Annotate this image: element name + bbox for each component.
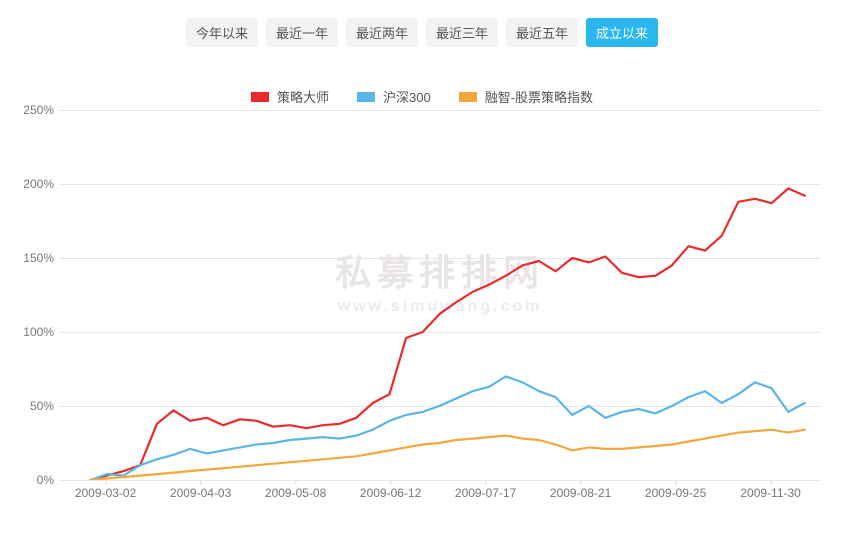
- series-line-1: [90, 376, 804, 480]
- x-tick-mark: [676, 480, 677, 485]
- x-tick-label: 2009-11-30: [740, 486, 801, 500]
- chart-legend: 策略大师 沪深300 融智-股票策略指数: [0, 87, 844, 106]
- x-tick-label: 2009-08-21: [550, 486, 611, 500]
- tab-1[interactable]: 最近一年: [266, 18, 338, 47]
- chart-area: 0%50%100%150%200%250% 私募排排网 www.simuwang…: [60, 110, 824, 508]
- legend-item-0[interactable]: 策略大师: [251, 87, 329, 106]
- tab-2[interactable]: 最近两年: [346, 18, 418, 47]
- y-tick-label: 100%: [23, 325, 54, 339]
- y-tick-label: 250%: [23, 103, 54, 117]
- series-svg: [60, 110, 820, 480]
- legend-swatch: [459, 92, 477, 102]
- y-axis-labels: 0%50%100%150%200%250%: [10, 110, 54, 480]
- series-line-0: [90, 188, 804, 480]
- x-tick-mark: [486, 480, 487, 485]
- x-tick-label: 2009-06-12: [360, 486, 421, 500]
- series-line-2: [90, 430, 804, 480]
- y-tick-label: 50%: [30, 399, 54, 413]
- y-tick-label: 200%: [23, 177, 54, 191]
- gridline: [60, 480, 820, 481]
- tab-0[interactable]: 今年以来: [186, 18, 258, 47]
- legend-label: 沪深300: [383, 87, 431, 106]
- legend-label: 策略大师: [277, 87, 329, 106]
- x-tick-label: 2009-07-17: [455, 486, 516, 500]
- legend-swatch: [357, 92, 375, 102]
- y-tick-label: 0%: [37, 473, 54, 487]
- x-tick-mark: [106, 480, 107, 485]
- y-tick-label: 150%: [23, 251, 54, 265]
- tab-4[interactable]: 最近五年: [506, 18, 578, 47]
- x-tick-mark: [296, 480, 297, 485]
- legend-label: 融智-股票策略指数: [485, 87, 593, 106]
- x-axis-labels: 2009-03-02 2009-04-03 2009-05-08 2009-06-12…: [60, 486, 820, 508]
- legend-item-2[interactable]: 融智-股票策略指数: [459, 87, 593, 106]
- chart-plot: 私募排排网 www.simuwang.com: [60, 110, 820, 480]
- x-tick-mark: [581, 480, 582, 485]
- tab-5[interactable]: 成立以来: [586, 18, 658, 47]
- x-tick-mark: [201, 480, 202, 485]
- tab-3[interactable]: 最近三年: [426, 18, 498, 47]
- x-tick-label: 2009-05-08: [265, 486, 326, 500]
- x-tick-mark: [771, 480, 772, 485]
- time-range-tabs: 今年以来最近一年最近两年最近三年最近五年成立以来: [0, 0, 844, 47]
- legend-item-1[interactable]: 沪深300: [357, 87, 431, 106]
- x-tick-label: 2009-03-02: [75, 486, 136, 500]
- legend-swatch: [251, 92, 269, 102]
- x-tick-label: 2009-04-03: [170, 486, 231, 500]
- x-tick-label: 2009-09-25: [645, 486, 706, 500]
- x-tick-mark: [391, 480, 392, 485]
